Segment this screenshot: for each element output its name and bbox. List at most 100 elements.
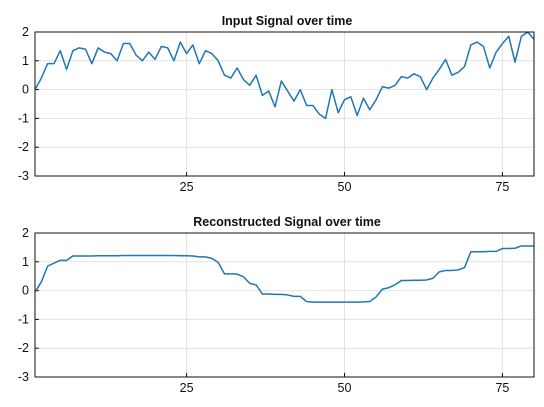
data-point xyxy=(501,247,504,250)
data-point xyxy=(280,293,283,296)
data-point xyxy=(223,74,226,77)
data-point xyxy=(173,254,176,257)
data-point xyxy=(160,254,163,257)
data-point xyxy=(343,301,346,304)
data-point xyxy=(242,78,245,81)
data-point xyxy=(362,300,365,303)
y-tick-label: -2 xyxy=(18,140,29,154)
data-point xyxy=(438,270,441,273)
data-point xyxy=(495,250,498,253)
data-point xyxy=(192,255,195,258)
data-point xyxy=(217,261,220,264)
data-point xyxy=(267,90,270,93)
data-point xyxy=(299,295,302,298)
reconstructed-signal-panel: Reconstructed Signal over time 25 50 75 -3 -… xyxy=(18,215,535,395)
data-point xyxy=(356,114,359,117)
data-point xyxy=(488,250,491,253)
data-point xyxy=(324,301,327,304)
data-point xyxy=(394,84,397,87)
data-point xyxy=(59,49,62,52)
data-point xyxy=(160,45,163,48)
data-point xyxy=(425,279,428,282)
y-tick-label: -3 xyxy=(18,370,29,384)
data-point xyxy=(469,44,472,47)
grid-reconstructed xyxy=(35,232,534,378)
y-tick-label: 1 xyxy=(22,255,29,269)
data-point xyxy=(46,265,49,268)
data-point xyxy=(185,52,188,55)
data-point xyxy=(109,52,112,55)
data-point xyxy=(482,250,485,253)
data-point xyxy=(526,245,529,248)
data-point xyxy=(463,65,466,68)
data-point xyxy=(166,46,169,49)
data-point xyxy=(469,250,472,253)
data-point xyxy=(476,41,479,44)
y-tick-label: -1 xyxy=(18,312,29,326)
data-point xyxy=(274,105,277,108)
data-point xyxy=(267,293,270,296)
data-point xyxy=(501,42,504,45)
data-point xyxy=(457,268,460,271)
data-point xyxy=(217,59,220,62)
data-point xyxy=(293,100,296,103)
data-point xyxy=(72,255,75,258)
data-point xyxy=(103,254,106,257)
data-point xyxy=(78,46,81,49)
data-point xyxy=(248,282,251,285)
data-point xyxy=(248,84,251,87)
data-point xyxy=(192,44,195,47)
data-point xyxy=(154,58,157,61)
data-point xyxy=(261,293,264,296)
data-point xyxy=(450,269,453,272)
plot-frame-reconstructed xyxy=(34,232,535,378)
data-point xyxy=(103,51,106,54)
data-point xyxy=(337,111,340,114)
data-point xyxy=(400,75,403,78)
x-tick-label: 50 xyxy=(338,381,352,395)
data-point xyxy=(90,62,93,65)
data-point xyxy=(255,283,258,286)
data-point xyxy=(394,283,397,286)
data-point xyxy=(293,295,296,298)
data-point xyxy=(362,97,365,100)
data-point xyxy=(375,98,378,101)
x-tick-label: 25 xyxy=(180,381,194,395)
data-point xyxy=(90,255,93,258)
data-point xyxy=(286,90,289,93)
data-point xyxy=(520,35,523,38)
data-point xyxy=(236,67,239,70)
data-point xyxy=(128,254,131,257)
data-point xyxy=(400,279,403,282)
data-point xyxy=(198,62,201,65)
data-point xyxy=(255,74,258,77)
data-point xyxy=(122,254,125,257)
data-point xyxy=(147,51,150,54)
data-point xyxy=(185,254,188,257)
data-point xyxy=(438,68,441,71)
y-tick-label: 1 xyxy=(22,54,29,68)
data-point xyxy=(375,296,378,299)
data-point xyxy=(147,254,150,257)
y-tick-label: 2 xyxy=(22,226,29,240)
x-tick-label: 25 xyxy=(180,180,194,194)
y-tick-label: 0 xyxy=(22,284,29,298)
data-point xyxy=(286,294,289,297)
data-point xyxy=(223,273,226,276)
data-point xyxy=(520,245,523,248)
data-point xyxy=(514,247,517,250)
data-point xyxy=(154,254,157,257)
data-point xyxy=(387,286,390,289)
marks-reconstructed xyxy=(34,245,534,304)
data-point xyxy=(116,254,119,257)
chart-title-input: Input Signal over time xyxy=(222,14,353,28)
data-point xyxy=(274,293,277,296)
data-point xyxy=(116,59,119,62)
data-point xyxy=(84,48,87,51)
data-point xyxy=(312,104,315,107)
y-tick-label: 2 xyxy=(22,25,29,39)
data-point xyxy=(141,59,144,62)
data-point xyxy=(305,104,308,107)
data-point xyxy=(242,275,245,278)
data-point xyxy=(210,257,213,260)
